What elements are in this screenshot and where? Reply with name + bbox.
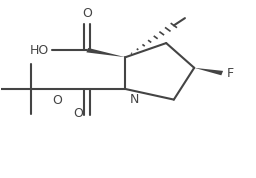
Polygon shape <box>194 68 223 75</box>
Text: N: N <box>130 93 140 106</box>
Polygon shape <box>87 48 125 57</box>
Text: HO: HO <box>30 44 49 57</box>
Text: O: O <box>82 7 92 20</box>
Text: O: O <box>73 107 83 120</box>
Text: O: O <box>52 94 62 107</box>
Text: F: F <box>227 67 234 80</box>
